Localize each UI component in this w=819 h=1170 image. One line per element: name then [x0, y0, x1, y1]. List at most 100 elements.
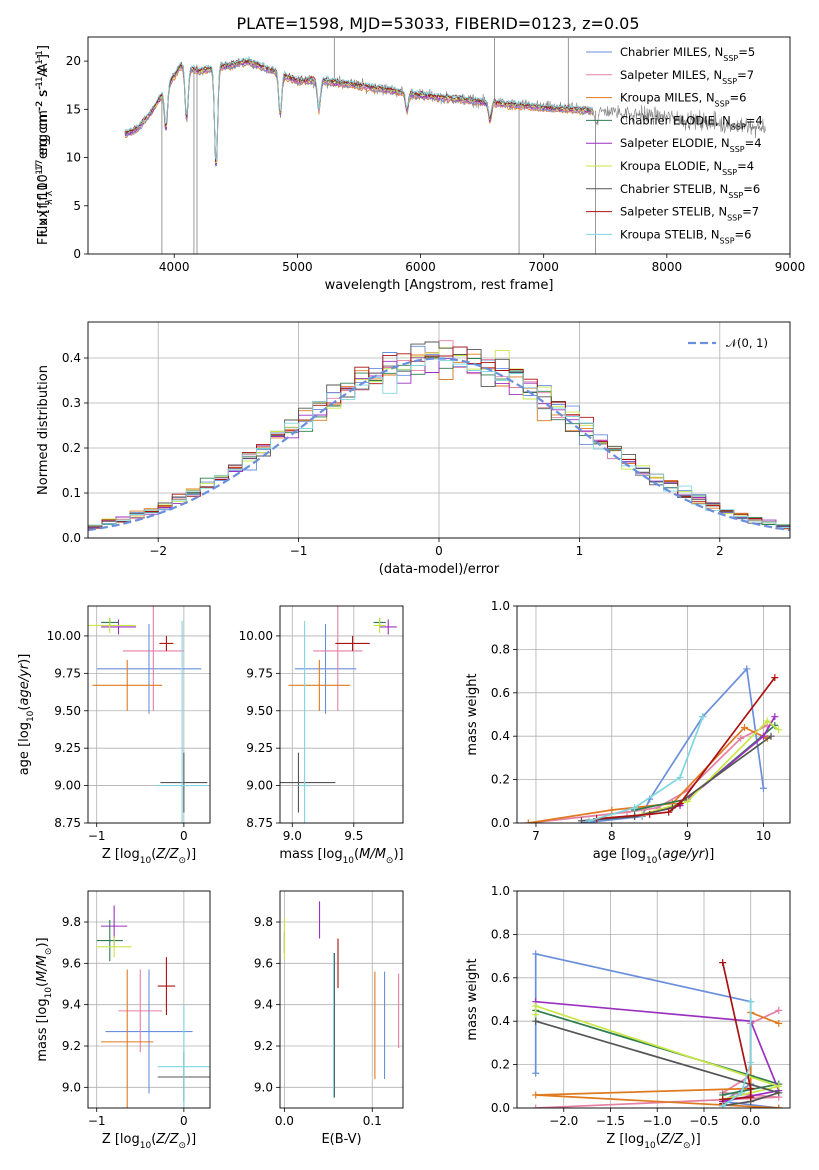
spectrum-xtick-label: 5000 [282, 260, 313, 274]
residuals-frame [87, 321, 791, 539]
ebv_mass-ytick-label: 9.4 [254, 998, 273, 1012]
z_age-ytick-label: 8.75 [54, 816, 81, 830]
age_weight-xlabel: age [log10(age/yr)] [593, 847, 715, 866]
z_age-xtick-label: −1 [88, 829, 106, 843]
salpeter-stelib-errorbar [335, 635, 370, 651]
weight-marker [585, 817, 593, 823]
z_weight-ytick-label: 0.6 [491, 971, 510, 985]
z_age-ylabel: age [log10(age/yr)] [17, 654, 36, 776]
mass_age-marks [280, 606, 397, 823]
age_weight-ytick-label: 0.6 [491, 686, 510, 700]
age_weight-ylabel: mass weight [465, 673, 480, 755]
kroupa-stelib-weight-line [588, 716, 704, 822]
spectrum-ylabel: Flux [fλ10−17 erg cm−2 s−1 A−1] [35, 45, 55, 245]
salpeter-miles-errorbar [118, 969, 163, 1053]
legend-entry: Salpeter MILES, NSSP=7 [620, 68, 754, 86]
age_weight-xtick-label: 8 [608, 829, 616, 843]
salpeter-stelib-errorbar [159, 635, 174, 651]
age_weight-xtick-label: 9 [684, 829, 692, 843]
z-age-panel: −1 0 8.75 9.00 9.25 9.50 9.75 10.00 Z [log10(Z/Z… [17, 605, 211, 866]
z_weight-xtick-label: −0.5 [689, 1114, 718, 1128]
ebv_mass-grid [280, 891, 403, 1108]
z_weight-ytick-label: 0.0 [491, 1101, 510, 1115]
kroupa-miles-model-line [124, 63, 594, 166]
spectrum-frame [87, 36, 791, 255]
mass_age-ytick-label: 10.00 [239, 629, 273, 643]
weight-marker [532, 1002, 540, 1010]
gaussian-curve [88, 357, 790, 532]
ebv_mass-ytick-label: 9.8 [254, 915, 273, 929]
chabrier-elodie-errorbar [96, 919, 123, 962]
residuals-xlabel: (data-model)/error [379, 562, 500, 577]
spectrum-xtick-label: 6000 [405, 260, 436, 274]
kroupa-elodie-errorbar [373, 617, 386, 633]
spectrum-panel: 4000 5000 6000 7000 8000 9000 0 5 10 15 20 waveleng… [35, 36, 806, 293]
weight-marker [771, 674, 779, 682]
residuals-ytick-label: 0.1 [62, 486, 81, 500]
chabrier-stelib-weight-line [535, 1020, 782, 1107]
residuals-xtick-label: −2 [149, 544, 167, 558]
age_weight-plot-area [517, 606, 790, 823]
mass_age-ytick-label: 8.75 [246, 816, 273, 830]
weight-marker [532, 950, 540, 958]
age_weight-ytick-label: 1.0 [491, 599, 510, 613]
weight-marker [747, 1093, 755, 1101]
age_weight-xtick-label: 10 [756, 829, 771, 843]
z_age-frame [87, 605, 211, 824]
weight-marker [771, 713, 779, 721]
residuals-ytick-label: 0.4 [62, 351, 81, 365]
mass_age-ytick-label: 9.50 [246, 704, 273, 718]
weight-marker [719, 1095, 727, 1103]
weight-marker [737, 734, 745, 742]
z_weight-frame [516, 890, 791, 1109]
ebv_mass-xlabel: E(B-V) [321, 1132, 361, 1147]
z-weight-panel: −2.0 −1.5 −1.0 −0.5 0.0 0.0 0.2 0.4 0.6 0.8 1.0 Z [… [465, 884, 791, 1151]
ebv_mass-xtick-label: 0.1 [363, 1114, 382, 1128]
z_mass-ytick-label: 9.2 [62, 1039, 81, 1053]
chabrier-miles-errorbar [105, 969, 193, 1094]
spectrum-ytick-label: 0 [73, 247, 81, 261]
z_mass-xtick-label: 0 [180, 1114, 188, 1128]
spectrum-xlabel: wavelength [Angstrom, rest frame] [325, 278, 554, 293]
spectrum-ytick-label: 10 [66, 151, 81, 165]
residuals-ytick-label: 0.0 [62, 531, 81, 545]
weight-marker [747, 998, 755, 1006]
age_weight-ytick-label: 0.2 [491, 773, 510, 787]
mass_age-plot-area [280, 606, 403, 823]
legend-entry: Kroupa STELIB, NSSP=6 [620, 227, 751, 245]
spectrum-ytick-label: 5 [73, 199, 81, 213]
kroupa-elodie-errorbar [88, 617, 136, 633]
kroupa-miles-errorbar [101, 969, 154, 1108]
z_age-ytick-label: 9.50 [54, 704, 81, 718]
spectrum-xtick-label: 9000 [775, 260, 806, 274]
z_weight-xtick-label: −1.5 [596, 1114, 625, 1128]
weight-marker [699, 713, 707, 721]
weight-marker [763, 717, 771, 725]
weight-marker [775, 726, 783, 734]
mass-age-panel: 9.0 9.5 8.75 9.00 9.25 9.50 9.75 10.00 mass [log… [239, 605, 404, 866]
weight-marker [743, 665, 751, 673]
ebv_mass-plot-area [280, 891, 403, 1108]
spectrum-marks [124, 37, 766, 254]
z_mass-xtick-label: −1 [88, 1114, 106, 1128]
weight-marker [676, 799, 684, 807]
legend-entry: Salpeter ELODIE, NSSP=4 [620, 136, 762, 154]
z_weight-ylabel: mass weight [465, 958, 480, 1040]
kroupa-stelib-model-line [124, 56, 594, 161]
z_age-xlabel: Z [log10(Z/Z⊙)] [102, 847, 196, 866]
z_mass-ytick-label: 9.6 [62, 956, 81, 970]
z_weight-xlabel: Z [log10(Z/Z⊙)] [606, 1132, 700, 1151]
weight-marker [532, 1104, 540, 1108]
weight-marker [665, 808, 673, 816]
legend-entry: Kroupa ELODIE, NSSP=4 [620, 159, 754, 177]
legend-entry: Chabrier MILES, NSSP=5 [620, 45, 755, 63]
spectrum-xtick-label: 4000 [159, 260, 190, 274]
weight-marker [532, 1017, 540, 1025]
z_age-ytick-label: 10.00 [47, 629, 81, 643]
residuals-xtick-label: −1 [290, 544, 308, 558]
z_weight-xtick-label: −2.0 [549, 1114, 578, 1128]
weight-marker [747, 1084, 755, 1092]
residuals-xtick-label: 1 [576, 544, 584, 558]
kroupa-stelib-errorbar [155, 620, 209, 823]
